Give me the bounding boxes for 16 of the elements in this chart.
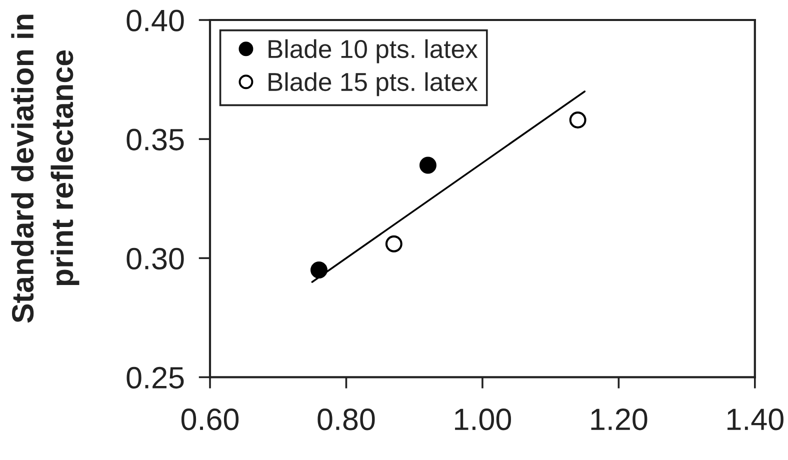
point xyxy=(310,262,328,279)
x-tick-label: 1.20 xyxy=(591,408,648,430)
y-axis-title: Standard deviation in print reflectance xyxy=(11,14,80,323)
y-tick-label: 0.30 xyxy=(126,248,184,270)
y-tick-label: 0.25 xyxy=(126,366,184,389)
point xyxy=(419,156,436,174)
x-tick-label: 1.40 xyxy=(728,408,784,430)
legend-label: Blade 10 pts. latex xyxy=(268,39,478,64)
point xyxy=(569,112,586,129)
y-tick-label: 0.40 xyxy=(126,10,184,32)
y-tick-label: 0.35 xyxy=(126,128,184,150)
x-tick-label: 0.80 xyxy=(318,408,375,430)
x-tick-label: 1.00 xyxy=(455,408,511,430)
point xyxy=(385,235,402,252)
x-tick-label: 0.60 xyxy=(181,408,239,430)
legend-label: Blade 15 pts. latex xyxy=(268,72,478,96)
